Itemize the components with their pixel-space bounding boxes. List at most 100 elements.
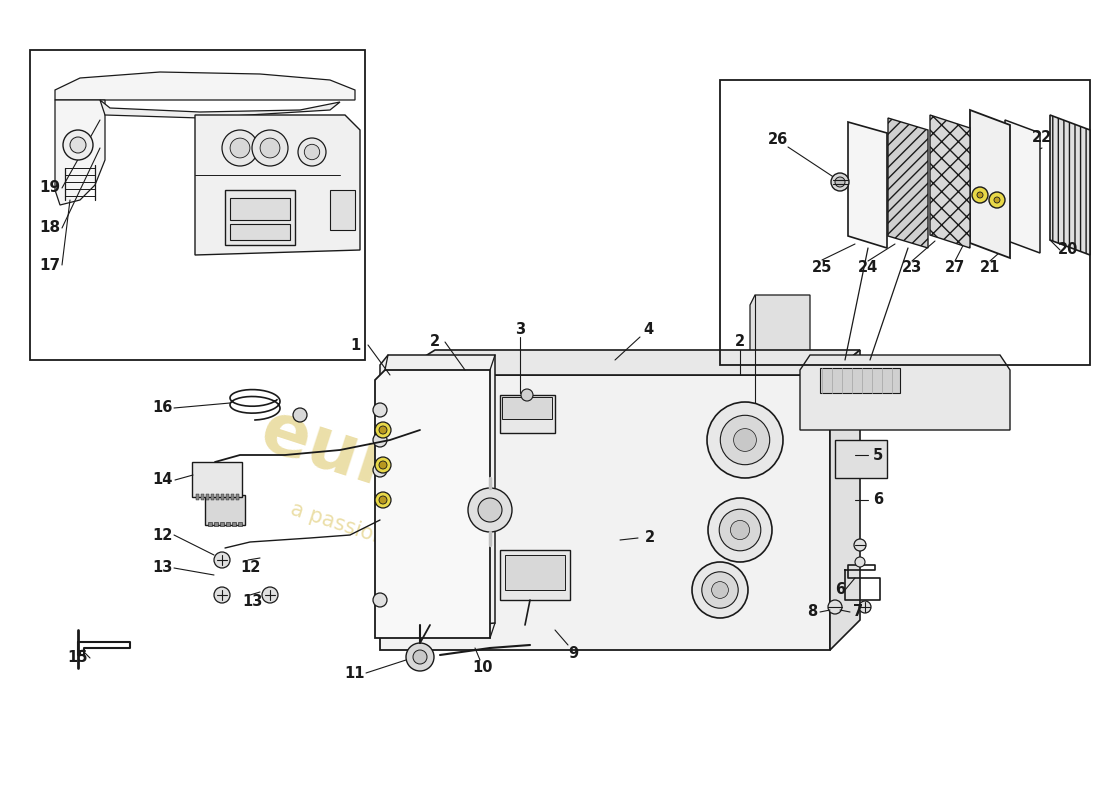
Text: 4: 4 [642,322,653,338]
Polygon shape [830,350,860,650]
Text: 23: 23 [902,261,922,275]
Text: 1: 1 [350,338,360,353]
Text: 8: 8 [807,605,817,619]
Polygon shape [55,100,104,205]
Bar [206,494,209,500]
Bar [835,440,887,478]
Text: 20: 20 [1058,242,1078,258]
Circle shape [379,461,387,469]
Text: 21: 21 [980,261,1000,275]
Circle shape [375,422,390,438]
Circle shape [859,601,871,613]
Polygon shape [750,295,810,445]
Polygon shape [848,122,887,248]
Circle shape [293,408,307,422]
Polygon shape [888,118,928,248]
Circle shape [830,173,849,191]
Polygon shape [100,100,340,118]
Text: 13: 13 [152,561,173,575]
Circle shape [260,138,279,158]
Circle shape [994,197,1000,203]
Text: 24: 24 [858,261,878,275]
Circle shape [712,582,728,598]
Circle shape [373,593,387,607]
Text: a passion for driving since 1988: a passion for driving since 1988 [288,499,612,621]
Circle shape [70,137,86,153]
Bar [232,522,236,526]
Text: 2: 2 [430,334,440,350]
Circle shape [855,557,865,567]
Polygon shape [1050,115,1090,255]
Circle shape [222,130,258,166]
Text: 12: 12 [240,561,261,575]
Circle shape [702,572,738,608]
Bar [226,190,295,245]
Circle shape [406,643,434,671]
Text: eurospares: eurospares [252,397,708,603]
Polygon shape [395,350,860,375]
Bar [500,550,570,600]
Polygon shape [970,110,1010,258]
Bar [500,395,556,433]
Bar [221,494,224,500]
Circle shape [521,389,534,401]
Text: 2: 2 [735,334,745,350]
Bar [230,198,290,220]
Bar [196,494,199,500]
Text: 16: 16 [152,401,173,415]
Text: 27: 27 [945,261,965,275]
Text: 6: 6 [873,493,883,507]
Text: 25: 25 [812,261,833,275]
Circle shape [214,552,230,568]
Bar [214,522,218,526]
Polygon shape [930,115,970,248]
Text: 22: 22 [1032,130,1052,146]
Bar [30,50,365,360]
Bar [205,495,245,525]
Bar [208,522,212,526]
Circle shape [707,402,783,478]
Circle shape [478,498,502,522]
Text: 7: 7 [852,605,864,619]
Circle shape [734,429,757,451]
Circle shape [692,562,748,618]
Text: 11: 11 [344,666,365,681]
Polygon shape [379,355,495,633]
Text: 10: 10 [473,661,493,675]
Circle shape [63,130,94,160]
Circle shape [730,520,749,540]
Circle shape [373,463,387,477]
Bar [238,522,242,526]
Bar [231,494,234,500]
Circle shape [972,187,988,203]
Bar [720,80,1090,365]
Text: 14: 14 [152,473,173,487]
Circle shape [412,650,427,664]
Circle shape [719,509,761,550]
Bar [226,494,229,500]
Circle shape [373,403,387,417]
Bar [502,397,552,419]
Text: 19: 19 [40,181,60,195]
Circle shape [262,587,278,603]
Circle shape [977,192,983,198]
Circle shape [305,144,320,160]
Circle shape [252,130,288,166]
Circle shape [708,498,772,562]
Bar [201,494,203,500]
Circle shape [720,415,770,465]
Bar [230,224,290,240]
Circle shape [854,539,866,551]
Polygon shape [195,115,360,255]
Polygon shape [1005,120,1040,253]
Circle shape [230,138,250,158]
Bar [330,190,355,230]
Bar [192,462,242,497]
Text: 3: 3 [515,322,525,338]
Text: 17: 17 [40,258,60,273]
Polygon shape [375,370,490,638]
Bar [216,494,219,500]
Polygon shape [800,355,1010,430]
Text: 5: 5 [873,447,883,462]
Circle shape [835,177,845,187]
